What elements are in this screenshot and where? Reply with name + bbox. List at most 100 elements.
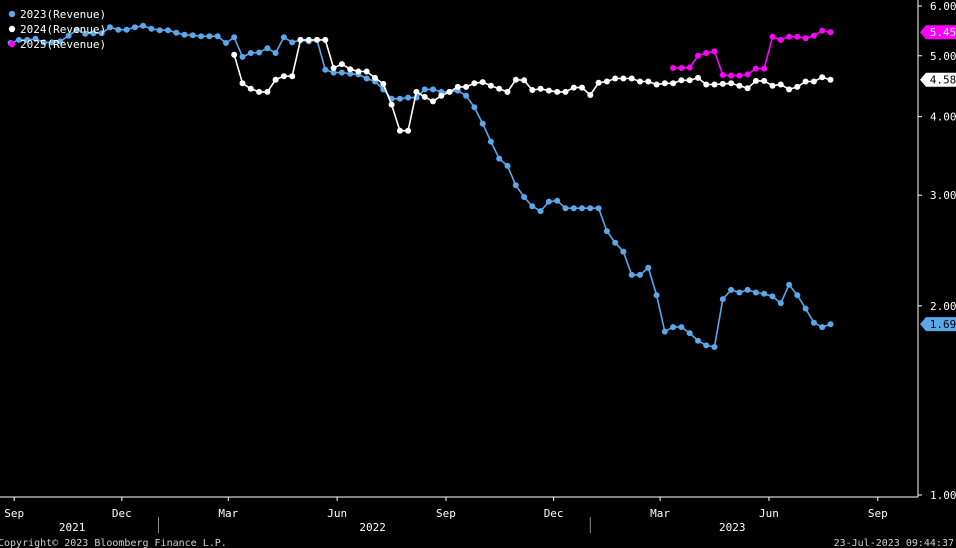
data-point [214, 33, 221, 40]
data-point [786, 281, 793, 288]
legend-item: 2023(Revenue) [8, 8, 106, 21]
data-point [148, 25, 155, 32]
data-point [504, 88, 511, 95]
data-point [65, 32, 72, 39]
data-point [711, 81, 718, 88]
data-point [761, 290, 768, 297]
data-point [446, 88, 453, 95]
data-point [372, 74, 378, 81]
data-point [728, 72, 735, 79]
y-tick-label: 3.00 [930, 189, 956, 202]
timestamp-text: 23-Jul-2023 09:44:37 [834, 538, 954, 548]
data-point [819, 74, 826, 81]
data-point [537, 208, 544, 215]
series-3: 5.45 [670, 25, 956, 79]
data-point [769, 33, 776, 40]
data-point [487, 82, 494, 89]
data-point [521, 77, 528, 84]
data-point [140, 22, 147, 29]
data-point [752, 289, 759, 296]
data-point [794, 292, 801, 299]
data-point [347, 70, 354, 77]
data-point [338, 61, 345, 68]
data-point [247, 85, 254, 92]
data-point [719, 80, 726, 87]
data-point [165, 27, 171, 34]
last-value-badge [920, 25, 956, 40]
data-point [653, 292, 660, 299]
data-point [280, 34, 287, 41]
data-point [380, 80, 387, 87]
data-point [173, 29, 180, 36]
legend-item: 2024(Revenue) [8, 23, 106, 36]
data-point [819, 27, 826, 34]
data-point [280, 73, 287, 80]
data-point [620, 248, 627, 255]
data-point [479, 79, 486, 86]
data-point [322, 66, 329, 73]
data-point [256, 88, 263, 95]
data-point [430, 86, 436, 93]
data-point [703, 81, 710, 88]
data-point [777, 300, 784, 307]
data-point [24, 36, 31, 43]
x-tick-label: Mar [218, 507, 238, 520]
data-point [719, 296, 726, 303]
data-point [40, 39, 47, 46]
x-tick-label: Dec [112, 507, 132, 520]
data-point [686, 77, 693, 84]
data-point [512, 76, 519, 83]
data-point [90, 30, 97, 37]
data-point [628, 271, 635, 278]
data-point [678, 324, 685, 331]
data-point [131, 24, 138, 31]
data-point [810, 78, 817, 85]
data-point [653, 81, 660, 88]
data-point [827, 76, 834, 83]
data-point [545, 198, 552, 205]
data-point [794, 83, 801, 90]
data-point [827, 321, 834, 328]
data-point [620, 75, 627, 82]
data-point [595, 205, 602, 212]
data-point [355, 68, 362, 75]
data-point [670, 65, 677, 71]
data-point [529, 203, 536, 210]
data-point [827, 29, 834, 36]
data-point [496, 85, 503, 92]
data-point [231, 34, 238, 41]
data-point [587, 205, 594, 212]
data-point [579, 205, 585, 212]
copyright-text: Copyright© 2023 Bloomberg Finance L.P. [0, 538, 227, 548]
series-2: 4.58 [231, 36, 956, 134]
data-point [247, 50, 254, 56]
x-tick-label: Sep [4, 507, 24, 520]
data-point [521, 194, 528, 200]
y-tick-label: 6.00 [930, 0, 956, 13]
data-point [82, 30, 89, 37]
data-point [463, 92, 470, 99]
data-point [612, 239, 619, 246]
data-point [695, 52, 701, 59]
data-point [363, 68, 370, 75]
data-point [438, 92, 445, 99]
x-tick-label: Mar [650, 507, 670, 520]
data-point [686, 64, 693, 71]
data-point [107, 24, 113, 31]
data-point [330, 65, 337, 71]
data-point [645, 78, 652, 85]
data-point [231, 51, 238, 58]
data-point [819, 324, 826, 331]
data-point [430, 98, 436, 105]
x-tick-label: Sep [436, 507, 456, 520]
y-tick-label: 1.00 [930, 489, 956, 502]
x-tick-label: Jun [759, 507, 779, 520]
data-point [570, 84, 577, 91]
legend-item: 2025(Revenue) [8, 38, 106, 51]
data-point [752, 77, 759, 84]
data-point [264, 45, 271, 52]
data-point [686, 330, 693, 337]
data-point [711, 48, 718, 55]
data-point [322, 36, 329, 43]
data-point [545, 87, 552, 94]
